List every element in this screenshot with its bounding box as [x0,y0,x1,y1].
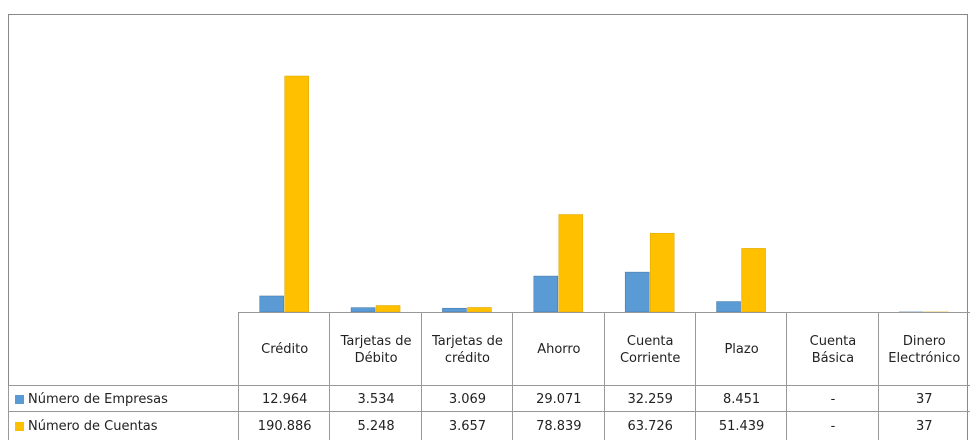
value-label: 190.886 [238,411,331,440]
bar [350,307,376,313]
category-label: Tarjetas de crédito [420,312,514,386]
bar [533,275,559,313]
bar [558,214,584,313]
value-label: - [786,385,879,412]
value-label: 37 [877,411,970,440]
value-label: 3.069 [420,385,514,412]
value-label: 3.657 [420,411,514,440]
chart-frame [8,14,968,440]
category-label: Plazo [694,312,788,386]
value-label: 51.439 [694,411,788,440]
value-label: 3.534 [329,385,422,412]
value-label: 8.451 [694,385,788,412]
category-label: Cuenta Básica [786,312,879,386]
bar [741,248,766,313]
bar [467,307,492,313]
bar [624,271,650,313]
legend-cell: Número de Cuentas [8,411,239,440]
value-label: 63.726 [603,411,696,440]
legend-label: Número de Cuentas [28,419,158,434]
value-label: 32.259 [603,385,696,412]
legend-key [15,394,24,404]
value-label: - [786,411,879,440]
category-label: Crédito [238,312,331,386]
legend-label: Número de Empresas [28,391,168,407]
legend-key [15,422,24,431]
bar [259,295,284,313]
bar [716,301,741,313]
bar [442,307,467,313]
value-label: 12.964 [238,385,331,412]
category-label: Ahorro [512,312,605,386]
value-label: 29.071 [512,385,605,412]
category-label: Cuenta Corriente [603,312,696,386]
value-label: 37 [877,385,970,412]
value-label: 5.248 [329,411,422,440]
category-label: Dinero Electrónico [877,312,970,386]
bar [284,75,309,313]
bar [649,232,675,313]
value-label: 78.839 [512,411,605,440]
category-label: Tarjetas de Débito [329,312,422,386]
legend-cell: Número de Empresas [8,385,239,412]
